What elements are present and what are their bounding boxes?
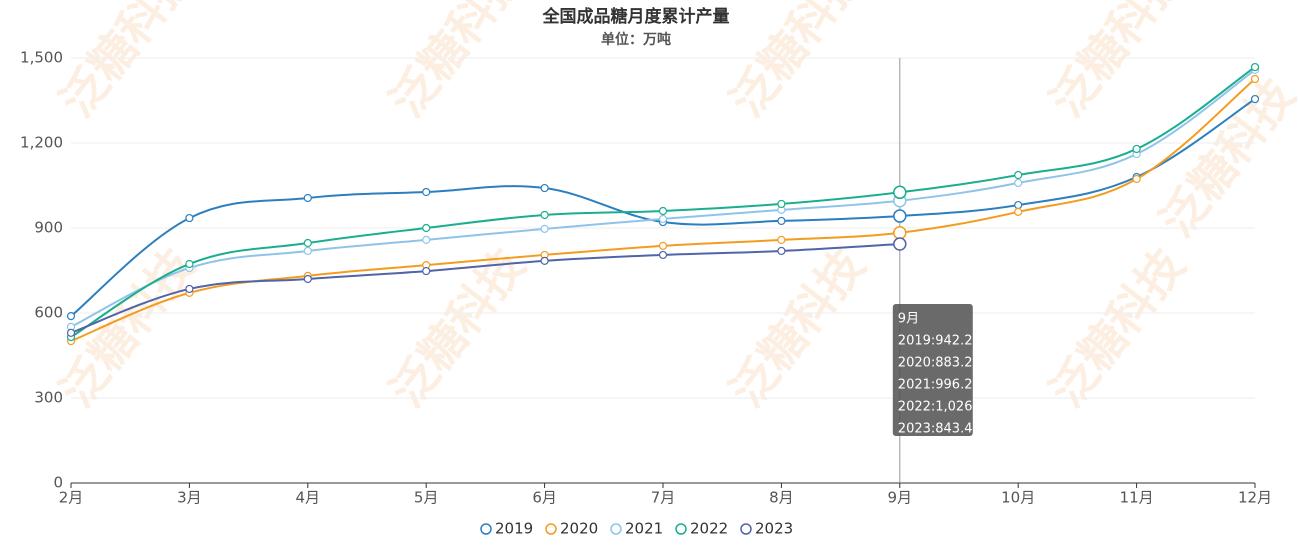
x-tick-label: 5月 [414, 489, 439, 507]
data-point [185, 259, 194, 269]
legend-marker [610, 523, 622, 535]
data-point [185, 284, 194, 294]
data-point [540, 224, 549, 233]
legend-marker [545, 523, 557, 535]
x-tick-label: 7月 [651, 489, 676, 507]
data-point [422, 187, 431, 197]
data-point [658, 241, 668, 250]
legend-marker [480, 523, 492, 535]
data-point [777, 199, 786, 209]
data-point [303, 238, 312, 248]
watermark: 泛糖科技 [379, 239, 535, 417]
tooltip-title: 9月 [898, 312, 919, 327]
x-tick-label: 3月 [177, 489, 202, 507]
data-point [1250, 94, 1260, 104]
x-tick-label: 2月 [59, 489, 84, 507]
data-point [893, 226, 907, 240]
legend-label: 2022 [690, 520, 728, 538]
data-point [893, 209, 907, 223]
tooltip-line: 2019:942.2 [898, 334, 973, 349]
chart-subtitle: 单位：万吨 [601, 31, 671, 48]
x-tick-label: 8月 [769, 489, 794, 507]
watermark: 泛糖科技 [49, 0, 205, 127]
data-point [540, 183, 549, 193]
data-point [1014, 170, 1023, 180]
data-point [303, 246, 312, 256]
data-point [1014, 207, 1023, 216]
watermark: 泛糖科技 [1039, 0, 1195, 127]
data-point [658, 214, 668, 224]
data-point [777, 235, 786, 244]
x-tick-label: 11月 [1120, 489, 1154, 507]
y-tick-label: 300 [34, 389, 63, 407]
legend-marker [740, 523, 752, 535]
data-point [422, 223, 431, 233]
watermark: 泛糖科技 [379, 0, 535, 127]
tooltip-box [892, 304, 973, 436]
data-point [303, 274, 312, 284]
y-tick-label: 1,200 [20, 134, 63, 152]
legend-label: 2020 [560, 520, 598, 538]
y-tick-label: 600 [34, 304, 63, 322]
x-tick-label: 6月 [532, 489, 557, 507]
y-tick-label: 0 [53, 474, 63, 492]
data-point [422, 266, 431, 276]
data-point [1014, 178, 1023, 188]
x-tick-label: 9月 [888, 489, 913, 507]
data-point [422, 235, 431, 244]
data-point [777, 246, 786, 256]
watermark: 泛糖科技 [1039, 239, 1195, 417]
data-point [540, 256, 549, 265]
x-tick-label: 4月 [296, 489, 321, 507]
data-point [1132, 174, 1141, 184]
legend-label: 2023 [755, 520, 793, 538]
data-point [893, 185, 907, 200]
x-tick-label: 12月 [1238, 489, 1272, 507]
data-point [66, 312, 76, 321]
tooltip-line: 2023:843.4 [898, 422, 973, 437]
data-point [1250, 74, 1260, 84]
x-tick-label: 10月 [1001, 489, 1035, 507]
data-point [658, 250, 668, 260]
legend-label: 2019 [495, 520, 533, 538]
data-point [1132, 144, 1141, 154]
legend-marker [675, 523, 687, 535]
data-point [66, 328, 76, 337]
watermark: 泛糖科技 [719, 0, 875, 127]
chart-title: 全国成品糖月度累计产量 [542, 6, 730, 27]
tooltip-line: 2020:883.2 [898, 356, 973, 371]
data-point [893, 237, 907, 251]
data-point [540, 210, 549, 220]
data-point [185, 213, 194, 223]
data-point [1250, 62, 1260, 72]
data-point [777, 216, 786, 226]
y-tick-label: 1,500 [20, 49, 63, 67]
data-point [303, 193, 312, 203]
data-point [1014, 200, 1023, 210]
watermark: 泛糖科技 [719, 239, 875, 417]
tooltip-line: 2022:1,026 [898, 400, 973, 415]
tooltip-line: 2021:996.2 [898, 378, 973, 393]
y-tick-label: 900 [34, 219, 63, 237]
legend-label: 2021 [625, 520, 663, 538]
data-point [658, 206, 668, 216]
